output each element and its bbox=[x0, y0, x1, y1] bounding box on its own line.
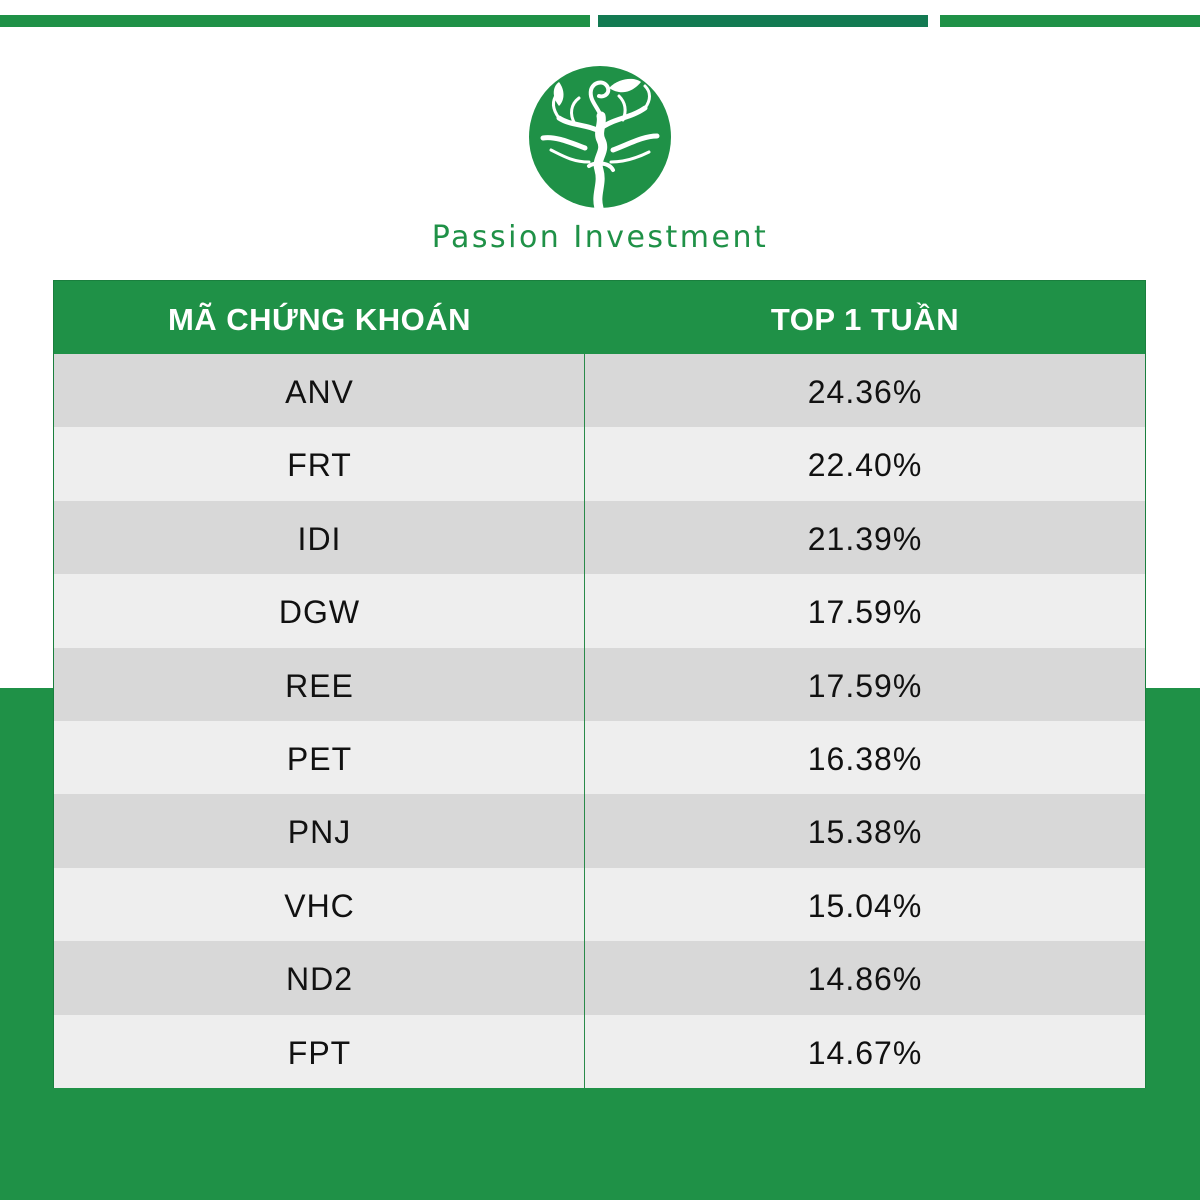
top-accent-bar-right bbox=[940, 15, 1200, 27]
table-row: PET 16.38% bbox=[54, 720, 1145, 795]
stock-code-cell: PET bbox=[286, 740, 353, 777]
percent-cell: 15.04% bbox=[807, 887, 923, 924]
tree-logo-icon bbox=[529, 66, 671, 208]
table-row: FPT 14.67% bbox=[54, 1014, 1145, 1088]
stock-code-cell: FPT bbox=[287, 1034, 352, 1071]
stock-code-cell: DGW bbox=[278, 594, 361, 631]
percent-cell: 14.86% bbox=[807, 961, 923, 998]
table-header: MÃ CHỨNG KHOÁN TOP 1 TUẦN bbox=[54, 281, 1145, 354]
table-row: ND2 14.86% bbox=[54, 941, 1145, 1015]
table-row: ANV 24.36% bbox=[54, 354, 1145, 428]
table-row: VHC 15.04% bbox=[54, 867, 1145, 942]
header-stock-code: MÃ CHỨNG KHOÁN bbox=[167, 302, 472, 337]
stock-code-cell: IDI bbox=[297, 520, 342, 557]
table-body: ANV 24.36% FRT 22.40% IDI 21.39% DGW 17.… bbox=[54, 354, 1145, 1088]
percent-cell: 22.40% bbox=[807, 447, 923, 484]
stock-code-cell: ANV bbox=[285, 374, 354, 410]
percent-cell: 17.59% bbox=[807, 667, 923, 704]
percent-cell: 14.67% bbox=[807, 1034, 923, 1071]
table-row: DGW 17.59% bbox=[54, 574, 1145, 648]
stock-code-cell: REE bbox=[285, 667, 354, 704]
percent-cell: 17.59% bbox=[807, 594, 923, 631]
table-row: FRT 22.40% bbox=[54, 427, 1145, 501]
top-accent-bar-middle bbox=[598, 15, 928, 27]
percent-cell: 24.36% bbox=[807, 374, 923, 410]
table-row: IDI 21.39% bbox=[54, 500, 1145, 575]
percent-cell: 16.38% bbox=[807, 740, 923, 777]
brand-name: Passion Investment bbox=[431, 220, 769, 255]
column-divider bbox=[584, 354, 585, 1088]
stock-code-cell: ND2 bbox=[285, 961, 353, 998]
percent-cell: 21.39% bbox=[807, 520, 923, 557]
stock-table: MÃ CHỨNG KHOÁN TOP 1 TUẦN ANV 24.36% FRT… bbox=[53, 280, 1146, 1088]
stock-code-cell: PNJ bbox=[287, 814, 352, 851]
stock-code-cell: VHC bbox=[284, 887, 355, 924]
stock-code-cell: FRT bbox=[287, 447, 352, 484]
header-top-1-week: TOP 1 TUẦN bbox=[770, 302, 960, 337]
percent-cell: 15.38% bbox=[807, 814, 923, 851]
table-row: PNJ 15.38% bbox=[54, 794, 1145, 868]
top-accent-bar-left bbox=[0, 15, 590, 27]
table-row: REE 17.59% bbox=[54, 647, 1145, 721]
